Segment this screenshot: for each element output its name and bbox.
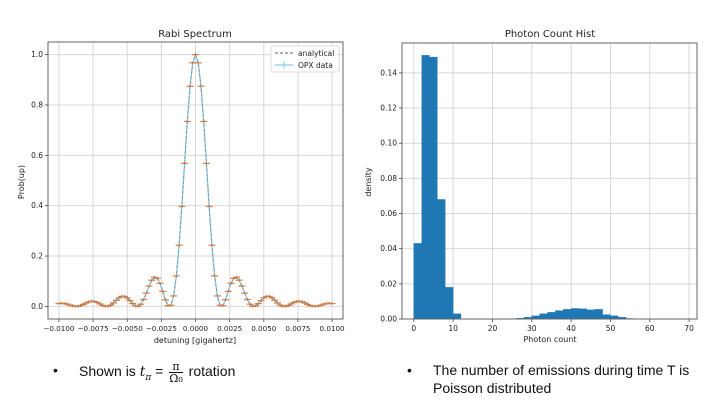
hist-bar (445, 287, 454, 320)
rabi-spectrum-chart: Rabi Spectrum −0.0100 −0.0075 −0.0050 −0.00… (17, 29, 345, 345)
hist-y-ticks: 0.00 0.02 0.04 0.06 0.08 0.10 0.12 0.14 (380, 68, 402, 324)
hist-bar (578, 308, 588, 320)
equals-sign: = (151, 363, 168, 380)
hist-y-tick-label: 0.08 (380, 174, 397, 183)
hist-y-tick-label: 0.02 (380, 279, 397, 288)
fraction-denominator: Ω₀ (169, 372, 183, 385)
hist-bar (594, 309, 603, 320)
hist-x-tick-label: 40 (566, 324, 576, 333)
hist-title: Photon Count Hist (505, 29, 595, 40)
hist-y-tick-label: 0.10 (380, 139, 397, 148)
hist-y-tick-label: 0.04 (380, 244, 397, 253)
pi-over-omega-fraction: π Ω₀ (169, 361, 183, 384)
hist-bar (539, 313, 548, 320)
hist-y-tick-label: 0.06 (380, 209, 397, 218)
bullet-right-line2: Poisson distributed (433, 380, 552, 396)
hist-bar (570, 308, 580, 320)
rabi-title: Rabi Spectrum (158, 29, 232, 40)
rabi-x-tick-label: 0.0100 (319, 324, 345, 333)
rabi-y-tick-label: 1.0 (31, 50, 43, 59)
photon-count-histogram: Photon Count Hist 0 10 20 30 40 50 60 70 0.000.… (364, 29, 698, 344)
rabi-y-tick-label: 0.8 (31, 100, 43, 109)
bullet-left-text: Shown is tπ = π Ω₀ rotation (79, 361, 235, 387)
hist-bar (586, 309, 595, 320)
rabi-y-tick-label: 0.4 (31, 201, 43, 210)
rabi-x-tick-label: 0.0025 (217, 324, 242, 333)
rabi-y-tick-label: 0.6 (31, 151, 43, 160)
hist-x-tick-label: 50 (606, 324, 616, 333)
hist-y-tick-label: 0.12 (380, 104, 397, 113)
rabi-x-tick-label: −0.0050 (112, 324, 144, 333)
rabi-ylabel: Prob(up) (17, 165, 26, 199)
hist-x-tick-label: 60 (645, 324, 655, 333)
bullet-right-line1: The number of emissions during time T is (433, 362, 690, 378)
rabi-y-tick-label: 0.2 (31, 252, 43, 261)
hist-x-ticks: 0 10 20 30 40 50 60 70 (411, 319, 694, 333)
rabi-legend: analytical OPX data (270, 45, 340, 73)
hist-bar (429, 56, 438, 320)
rabi-x-tick-label: −0.0075 (77, 324, 108, 333)
hist-bar (413, 243, 422, 320)
hist-bar (547, 312, 556, 320)
rabi-x-tick-label: 0.0075 (285, 324, 310, 333)
hist-bar (555, 310, 564, 320)
bullet-left-prefix: Shown is (79, 363, 140, 380)
rabi-x-tick-label: 0.0050 (251, 324, 277, 333)
hist-grid (402, 43, 697, 320)
legend-analytical-label: analytical (298, 49, 334, 58)
hist-bar (563, 309, 572, 320)
hist-x-tick-label: 30 (527, 324, 537, 333)
hist-bar (452, 313, 462, 320)
hist-ylabel: density (364, 167, 373, 197)
rabi-x-ticks: −0.0100 −0.0075 −0.0050 −0.0025 0.0000 0.0025… (43, 319, 345, 333)
rabi-x-tick-label: −0.0025 (146, 324, 177, 333)
hist-bars (413, 55, 635, 320)
bullet-dot: • (53, 362, 58, 378)
rabi-x-tick-label: −0.0100 (43, 324, 75, 333)
t-subscript: π (145, 373, 152, 383)
hist-x-tick-label: 20 (488, 324, 498, 333)
hist-bar (421, 55, 430, 320)
t-symbol: t (139, 364, 146, 381)
legend-opx-label: OPX data (298, 61, 333, 70)
hist-y-tick-label: 0.00 (380, 315, 397, 324)
hist-x-tick-label: 10 (448, 324, 458, 333)
hist-x-tick-label: 70 (684, 324, 694, 333)
hist-bar (437, 199, 446, 320)
fraction-numerator: π (169, 361, 183, 373)
hist-y-tick-label: 0.14 (380, 68, 397, 77)
rabi-grid (48, 42, 343, 319)
bullet-dot: • (407, 362, 412, 378)
rabi-y-tick-label: 0.0 (31, 302, 43, 311)
bullet-left-suffix: rotation (184, 363, 236, 380)
hist-xlabel: Photon count (523, 335, 576, 344)
hist-x-tick-label: 0 (411, 324, 416, 333)
rabi-xlabel: detuning [gigahertz] (154, 336, 236, 345)
hist-bar (602, 314, 611, 320)
rabi-x-tick-label: 0.0000 (183, 324, 209, 333)
rabi-y-ticks: 0.0 0.2 0.4 0.6 0.8 1.0 (31, 50, 48, 311)
hist-frame (401, 42, 698, 320)
rabi-plot-area (55, 52, 336, 308)
